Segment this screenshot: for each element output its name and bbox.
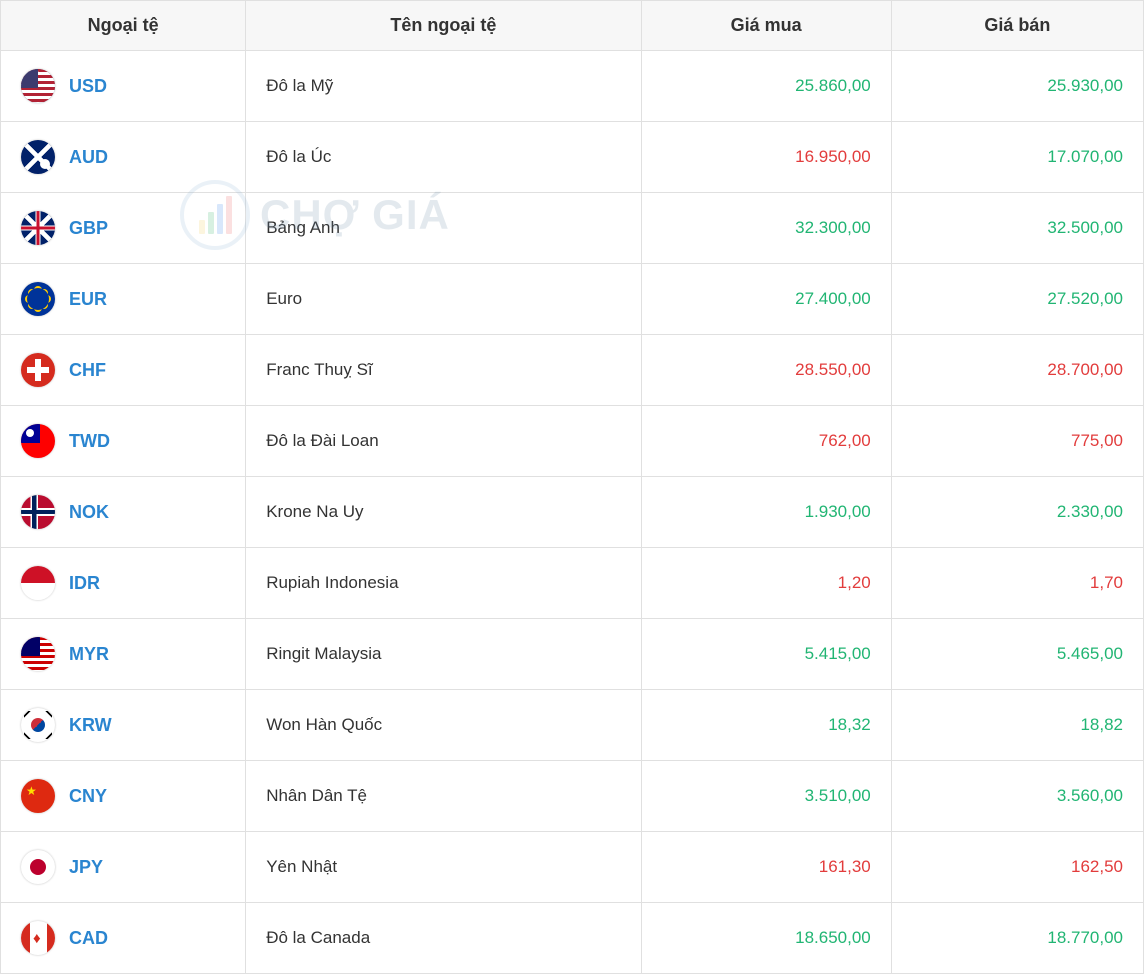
- sell-price: 1,70: [891, 548, 1143, 619]
- gbp-flag-icon: [21, 211, 55, 245]
- sell-price: 28.700,00: [891, 335, 1143, 406]
- sell-price: 775,00: [891, 406, 1143, 477]
- chf-flag-icon: [21, 353, 55, 387]
- currency-name: Bảng Anh: [246, 193, 641, 264]
- buy-price: 1,20: [641, 548, 891, 619]
- currency-name: Yên Nhật: [246, 832, 641, 903]
- buy-price: 28.550,00: [641, 335, 891, 406]
- sell-price: 27.520,00: [891, 264, 1143, 335]
- twd-flag-icon: [21, 424, 55, 458]
- sell-price: 162,50: [891, 832, 1143, 903]
- table-row: EUR Euro27.400,0027.520,00: [1, 264, 1144, 335]
- cny-flag-icon: [21, 779, 55, 813]
- buy-price: 18,32: [641, 690, 891, 761]
- sell-price: 32.500,00: [891, 193, 1143, 264]
- currency-name: Đô la Úc: [246, 122, 641, 193]
- usd-flag-icon: ★★★: [21, 69, 55, 103]
- currency-name: Krone Na Uy: [246, 477, 641, 548]
- header-currency-name: Tên ngoại tệ: [246, 1, 641, 51]
- currency-link-usd[interactable]: USD: [69, 76, 107, 97]
- buy-price: 5.415,00: [641, 619, 891, 690]
- sell-price: 18.770,00: [891, 903, 1143, 974]
- header-sell-price: Giá bán: [891, 1, 1143, 51]
- currency-link-cad[interactable]: CAD: [69, 928, 108, 949]
- currency-link-cny[interactable]: CNY: [69, 786, 107, 807]
- buy-price: 27.400,00: [641, 264, 891, 335]
- exchange-rate-table: Ngoại tệ Tên ngoại tệ Giá mua Giá bán ★★…: [0, 0, 1144, 974]
- currency-link-nok[interactable]: NOK: [69, 502, 109, 523]
- table-header-row: Ngoại tệ Tên ngoại tệ Giá mua Giá bán: [1, 1, 1144, 51]
- buy-price: 32.300,00: [641, 193, 891, 264]
- currency-name: Đô la Canada: [246, 903, 641, 974]
- table-row: ★★★ USD Đô la Mỹ25.860,0025.930,00: [1, 51, 1144, 122]
- currency-name: Won Hàn Quốc: [246, 690, 641, 761]
- buy-price: 1.930,00: [641, 477, 891, 548]
- idr-flag-icon: [21, 566, 55, 600]
- table-row: IDR Rupiah Indonesia1,201,70: [1, 548, 1144, 619]
- currency-name: Ringit Malaysia: [246, 619, 641, 690]
- table-row: GBP Bảng Anh32.300,0032.500,00: [1, 193, 1144, 264]
- currency-name: Đô la Đài Loan: [246, 406, 641, 477]
- table-row: CNY Nhân Dân Tệ3.510,003.560,00: [1, 761, 1144, 832]
- table-row: AUD Đô la Úc16.950,0017.070,00: [1, 122, 1144, 193]
- currency-name: Rupiah Indonesia: [246, 548, 641, 619]
- buy-price: 3.510,00: [641, 761, 891, 832]
- table-row: KRW Won Hàn Quốc18,3218,82: [1, 690, 1144, 761]
- table-row: NOK Krone Na Uy1.930,002.330,00: [1, 477, 1144, 548]
- currency-name: Euro: [246, 264, 641, 335]
- currency-name: Franc Thuỵ Sĩ: [246, 335, 641, 406]
- sell-price: 18,82: [891, 690, 1143, 761]
- currency-link-jpy[interactable]: JPY: [69, 857, 103, 878]
- buy-price: 161,30: [641, 832, 891, 903]
- currency-link-idr[interactable]: IDR: [69, 573, 100, 594]
- currency-link-chf[interactable]: CHF: [69, 360, 106, 381]
- currency-link-myr[interactable]: MYR: [69, 644, 109, 665]
- header-currency-code: Ngoại tệ: [1, 1, 246, 51]
- buy-price: 762,00: [641, 406, 891, 477]
- sell-price: 3.560,00: [891, 761, 1143, 832]
- myr-flag-icon: [21, 637, 55, 671]
- eur-flag-icon: [21, 282, 55, 316]
- table-row: MYR Ringit Malaysia5.415,005.465,00: [1, 619, 1144, 690]
- currency-name: Đô la Mỹ: [246, 51, 641, 122]
- currency-link-twd[interactable]: TWD: [69, 431, 110, 452]
- currency-name: Nhân Dân Tệ: [246, 761, 641, 832]
- buy-price: 16.950,00: [641, 122, 891, 193]
- krw-flag-icon: [21, 708, 55, 742]
- cad-flag-icon: ♦: [21, 921, 55, 955]
- header-buy-price: Giá mua: [641, 1, 891, 51]
- jpy-flag-icon: [21, 850, 55, 884]
- buy-price: 25.860,00: [641, 51, 891, 122]
- aud-flag-icon: [21, 140, 55, 174]
- currency-link-eur[interactable]: EUR: [69, 289, 107, 310]
- sell-price: 5.465,00: [891, 619, 1143, 690]
- sell-price: 17.070,00: [891, 122, 1143, 193]
- currency-link-gbp[interactable]: GBP: [69, 218, 108, 239]
- table-row: ♦ CAD Đô la Canada18.650,0018.770,00: [1, 903, 1144, 974]
- nok-flag-icon: [21, 495, 55, 529]
- buy-price: 18.650,00: [641, 903, 891, 974]
- currency-link-aud[interactable]: AUD: [69, 147, 108, 168]
- sell-price: 25.930,00: [891, 51, 1143, 122]
- table-row: CHF Franc Thuỵ Sĩ28.550,0028.700,00: [1, 335, 1144, 406]
- table-row: JPY Yên Nhật161,30162,50: [1, 832, 1144, 903]
- sell-price: 2.330,00: [891, 477, 1143, 548]
- table-row: TWD Đô la Đài Loan762,00775,00: [1, 406, 1144, 477]
- currency-link-krw[interactable]: KRW: [69, 715, 112, 736]
